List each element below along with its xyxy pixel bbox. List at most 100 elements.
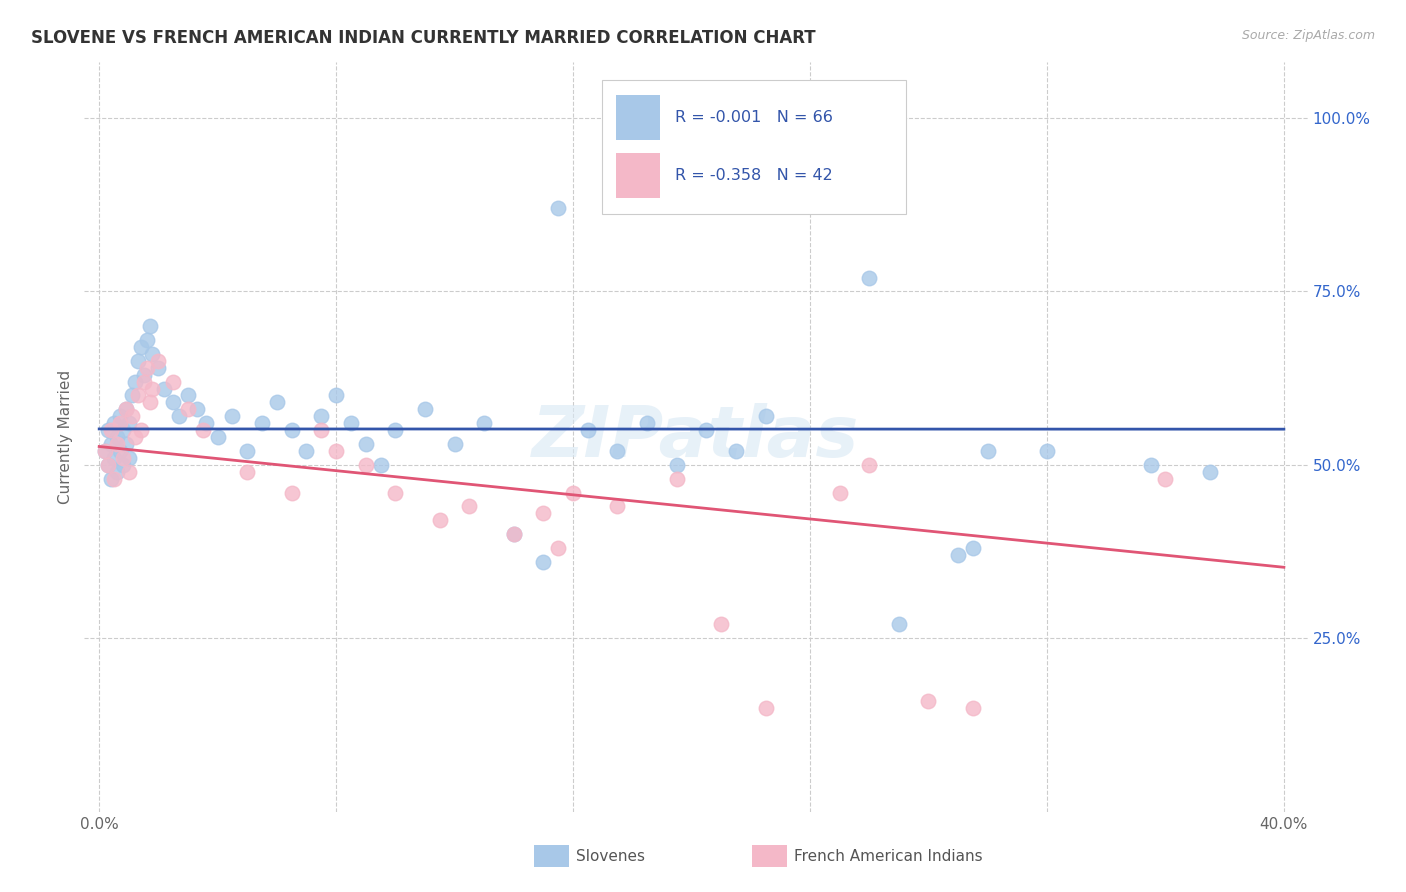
Point <box>724 444 747 458</box>
Point <box>105 437 128 451</box>
Point <box>443 437 465 451</box>
Point <box>502 527 524 541</box>
Point <box>1036 444 1059 458</box>
Point <box>221 409 243 424</box>
Point <box>1198 465 1220 479</box>
Point <box>636 416 658 430</box>
FancyBboxPatch shape <box>616 95 661 140</box>
Point <box>354 458 377 472</box>
FancyBboxPatch shape <box>616 153 661 198</box>
Point <box>280 423 302 437</box>
Point <box>236 465 259 479</box>
Point <box>97 423 120 437</box>
Point <box>162 395 184 409</box>
Point <box>127 353 149 368</box>
Point <box>858 458 880 472</box>
Point <box>562 485 585 500</box>
Point <box>111 450 134 465</box>
Point <box>100 437 122 451</box>
Point <box>114 402 136 417</box>
Point <box>340 416 363 430</box>
Point <box>976 444 998 458</box>
Point <box>97 458 120 472</box>
Point <box>111 458 134 472</box>
Text: Source: ZipAtlas.com: Source: ZipAtlas.com <box>1241 29 1375 42</box>
Point <box>887 617 910 632</box>
Point <box>132 368 155 382</box>
Point <box>100 423 122 437</box>
Point <box>755 409 778 424</box>
FancyBboxPatch shape <box>602 79 907 214</box>
Text: R = -0.001   N = 66: R = -0.001 N = 66 <box>675 111 832 125</box>
Point <box>162 375 184 389</box>
Point <box>384 423 406 437</box>
Point <box>108 409 131 424</box>
Point <box>917 694 939 708</box>
Point <box>135 333 157 347</box>
Point <box>576 423 599 437</box>
Point <box>458 500 481 514</box>
Point <box>135 360 157 375</box>
Point <box>124 375 146 389</box>
Point <box>103 472 125 486</box>
Point <box>148 360 170 375</box>
Point <box>502 527 524 541</box>
Text: R = -0.358   N = 42: R = -0.358 N = 42 <box>675 169 832 183</box>
Point <box>547 201 569 215</box>
Point <box>108 416 131 430</box>
Point <box>295 444 318 458</box>
Point <box>186 402 208 417</box>
Point <box>127 388 149 402</box>
Point <box>94 444 117 458</box>
Point <box>325 444 347 458</box>
Point <box>266 395 288 409</box>
Point <box>121 409 143 424</box>
Point <box>121 388 143 402</box>
Point <box>384 485 406 500</box>
Point <box>755 700 778 714</box>
Point <box>236 444 259 458</box>
Point <box>118 416 141 430</box>
Point <box>114 437 136 451</box>
Point <box>97 458 120 472</box>
Point <box>325 388 347 402</box>
Point <box>413 402 436 417</box>
Point <box>207 430 229 444</box>
Text: SLOVENE VS FRENCH AMERICAN INDIAN CURRENTLY MARRIED CORRELATION CHART: SLOVENE VS FRENCH AMERICAN INDIAN CURREN… <box>31 29 815 46</box>
Point <box>118 450 141 465</box>
Point <box>129 423 152 437</box>
Point <box>105 430 128 444</box>
Point <box>533 507 555 521</box>
Point <box>1139 458 1161 472</box>
Text: Slovenes: Slovenes <box>576 849 645 863</box>
Point <box>606 444 628 458</box>
Point <box>665 458 688 472</box>
Point <box>194 416 217 430</box>
Y-axis label: Currently Married: Currently Married <box>58 370 73 504</box>
Point <box>100 472 122 486</box>
Text: ZIPatlas: ZIPatlas <box>533 402 859 472</box>
Point <box>962 541 984 555</box>
Point <box>354 437 377 451</box>
Point <box>191 423 214 437</box>
Point <box>108 444 131 458</box>
Point <box>1154 472 1177 486</box>
Point <box>167 409 190 424</box>
Point <box>132 375 155 389</box>
Point <box>946 548 969 562</box>
Point <box>118 465 141 479</box>
Point <box>547 541 569 555</box>
Point <box>148 353 170 368</box>
Point <box>828 485 851 500</box>
Point <box>138 319 160 334</box>
Point <box>606 500 628 514</box>
Point <box>250 416 273 430</box>
Point <box>280 485 302 500</box>
Point <box>429 513 451 527</box>
Point <box>138 395 160 409</box>
Point <box>103 416 125 430</box>
Point <box>153 382 176 396</box>
Point <box>141 347 163 361</box>
Point <box>114 402 136 417</box>
Point <box>311 409 333 424</box>
